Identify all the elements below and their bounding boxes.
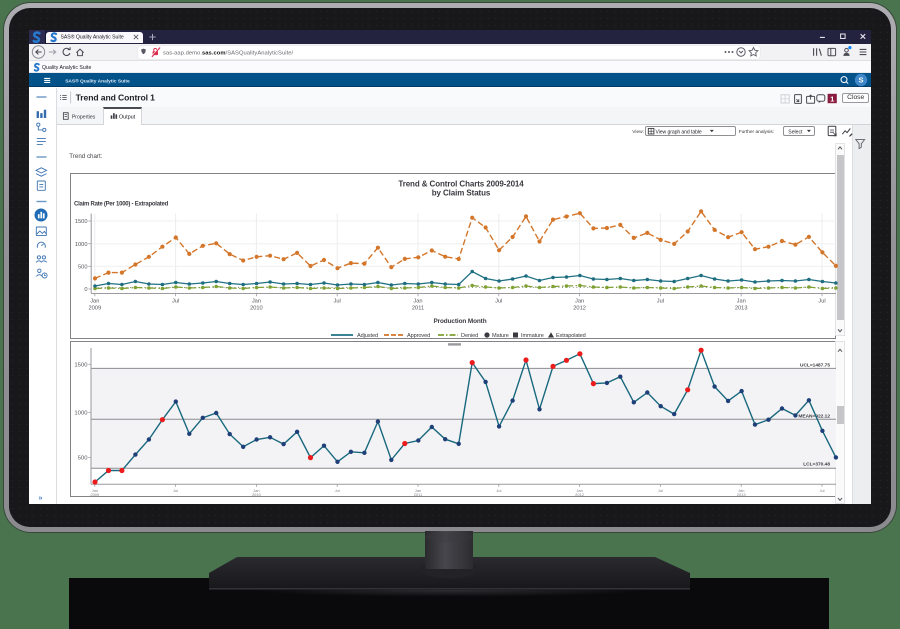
svg-text:View:: View: bbox=[632, 129, 644, 135]
svg-text:Immature: Immature bbox=[521, 333, 544, 339]
svg-text:sas-aap.demo.sas.com/SASQualit: sas-aap.demo.sas.com/SASQualityAnalyticS… bbox=[163, 51, 294, 57]
svg-text:Jul: Jul bbox=[819, 488, 824, 493]
svg-text:Jan: Jan bbox=[737, 299, 746, 305]
svg-text:LCL=370.48: LCL=370.48 bbox=[803, 461, 830, 467]
svg-text:Jul: Jul bbox=[658, 488, 663, 493]
svg-text:500: 500 bbox=[78, 456, 89, 462]
svg-text:2010: 2010 bbox=[250, 306, 263, 312]
svg-text:Jan: Jan bbox=[576, 488, 582, 493]
svg-text:Jul: Jul bbox=[818, 299, 825, 305]
svg-text:Trend chart:: Trend chart: bbox=[69, 153, 102, 160]
svg-text:Jan: Jan bbox=[90, 299, 99, 305]
svg-text:Jan: Jan bbox=[415, 488, 421, 493]
svg-text:Jul: Jul bbox=[657, 299, 664, 305]
svg-text:1000: 1000 bbox=[74, 411, 88, 417]
svg-text:Select: Select bbox=[788, 129, 803, 135]
svg-text:Approved: Approved bbox=[407, 333, 430, 339]
svg-text:2010: 2010 bbox=[252, 492, 262, 497]
svg-text:SAS® Quality Analytic Suite: SAS® Quality Analytic Suite bbox=[65, 78, 130, 85]
svg-text:Jul: Jul bbox=[172, 299, 179, 305]
svg-text:Jan: Jan bbox=[252, 299, 261, 305]
svg-text:2011: 2011 bbox=[412, 306, 424, 312]
svg-text:2012: 2012 bbox=[575, 492, 585, 497]
svg-text:Denied: Denied bbox=[461, 333, 478, 339]
svg-text:Jan: Jan bbox=[413, 299, 422, 305]
svg-text:Jul: Jul bbox=[495, 299, 502, 305]
svg-text:2009: 2009 bbox=[90, 492, 100, 497]
svg-text:Jan: Jan bbox=[575, 299, 584, 305]
svg-text:»: » bbox=[39, 495, 43, 502]
svg-text:Jul: Jul bbox=[173, 488, 178, 493]
svg-text:Claim Rate (Per 1000) - Extrap: Claim Rate (Per 1000) - Extrapolated bbox=[74, 202, 169, 208]
svg-text:View graph and table: View graph and table bbox=[656, 129, 702, 135]
svg-text:2011: 2011 bbox=[414, 492, 423, 497]
svg-text:UCL=1487.75: UCL=1487.75 bbox=[800, 362, 830, 368]
svg-text:Output: Output bbox=[119, 115, 136, 121]
svg-text:Further analysis:: Further analysis: bbox=[739, 129, 774, 135]
svg-text:SAS® Quality Analytic Suite: SAS® Quality Analytic Suite bbox=[61, 34, 124, 41]
svg-text:S: S bbox=[858, 76, 863, 85]
svg-text:Trend and Control 1: Trend and Control 1 bbox=[76, 93, 156, 103]
svg-text:2013: 2013 bbox=[735, 306, 748, 312]
svg-text:Quality Analytic Suite: Quality Analytic Suite bbox=[42, 65, 91, 71]
svg-text:Mature: Mature bbox=[492, 333, 509, 339]
svg-text:1500: 1500 bbox=[74, 362, 88, 368]
svg-text:Jul: Jul bbox=[335, 488, 340, 493]
svg-text:Jan: Jan bbox=[253, 488, 259, 493]
svg-text:0: 0 bbox=[84, 287, 87, 293]
svg-text:Jul: Jul bbox=[334, 299, 341, 305]
svg-text:500: 500 bbox=[78, 264, 88, 270]
svg-text:2013: 2013 bbox=[737, 492, 747, 497]
svg-text:Production Month: Production Month bbox=[433, 318, 486, 325]
svg-text:2009: 2009 bbox=[88, 306, 101, 312]
svg-text:Properties: Properties bbox=[72, 115, 96, 121]
svg-text:by Claim Status: by Claim Status bbox=[432, 189, 491, 198]
svg-text:Jan: Jan bbox=[92, 488, 98, 493]
svg-text:1500: 1500 bbox=[75, 219, 88, 225]
svg-text:Adjusted: Adjusted bbox=[357, 333, 378, 339]
svg-text:Jan: Jan bbox=[738, 488, 744, 493]
svg-text:MEAN=922.12: MEAN=922.12 bbox=[798, 413, 830, 419]
svg-text:Jul: Jul bbox=[496, 488, 501, 493]
svg-text:2012: 2012 bbox=[573, 306, 586, 312]
svg-text:Trend & Control Charts 2009-20: Trend & Control Charts 2009-2014 bbox=[398, 180, 524, 189]
svg-text:1: 1 bbox=[830, 94, 835, 103]
svg-text:Extrapolated: Extrapolated bbox=[556, 333, 586, 339]
svg-text:1000: 1000 bbox=[75, 242, 88, 248]
